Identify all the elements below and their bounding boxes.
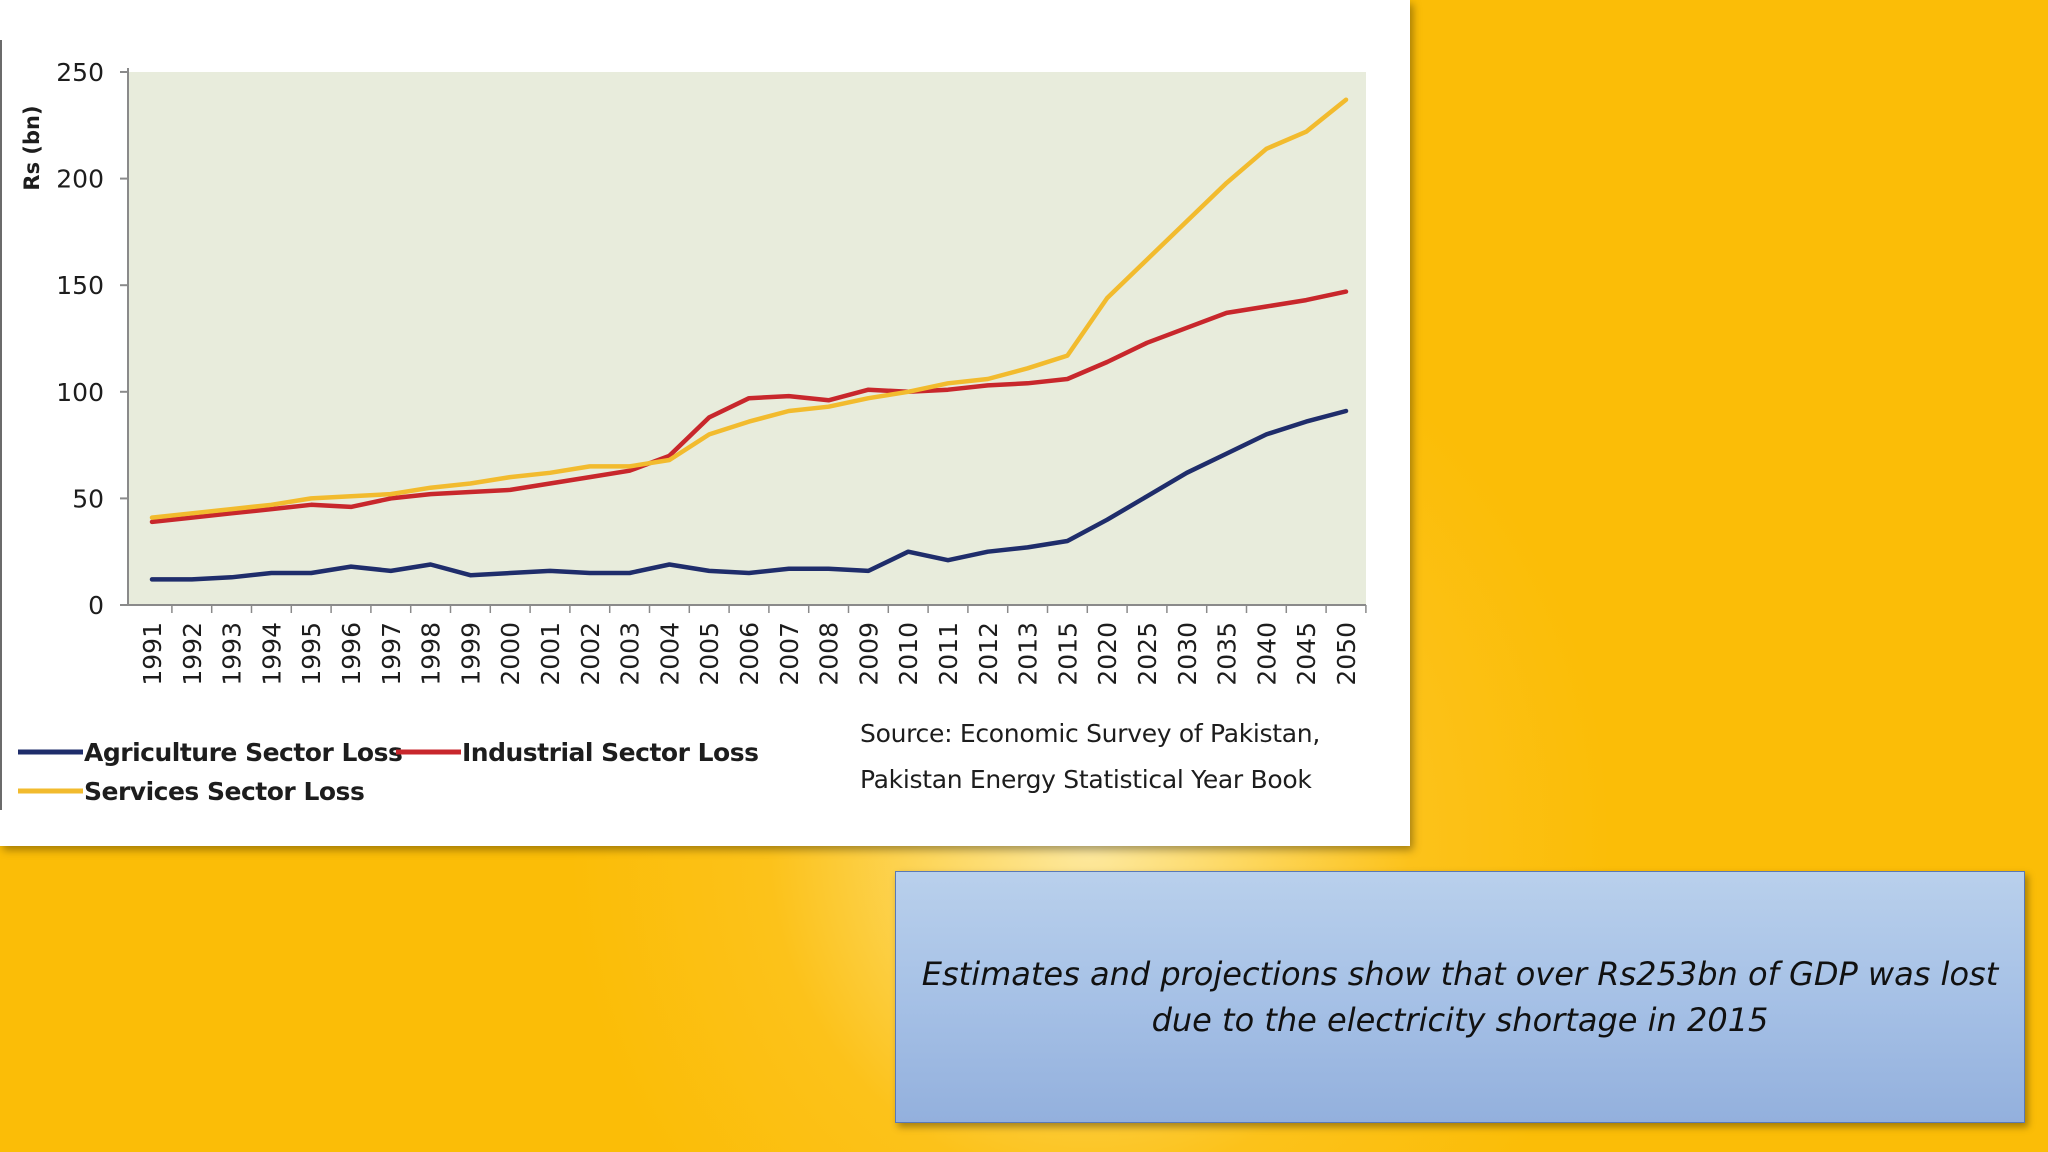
x-tick-label: 2050 [1332,622,1361,686]
x-tick-label: 2001 [536,622,565,686]
x-tick-label: 1997 [377,622,406,686]
x-tick-label: 2010 [894,622,923,686]
x-tick-label: 1998 [417,622,446,686]
line-chart: 0 50 100 150 200 250 1991 1992 1993 1994 1995 1996… [0,40,1367,810]
x-tick-label: 2002 [576,622,605,686]
legend-label: Industrial Sector Loss [462,738,758,767]
x-tick-label: 2020 [1093,622,1122,686]
legend-entry-services-sector-loss: Services Sector Loss [18,777,365,806]
plot-area [128,72,1366,605]
x-tick-label: 2009 [854,622,883,686]
x-tick-label: 1991 [138,622,167,686]
caption-text: Estimates and projections show that over… [921,955,1999,1039]
y-axis-ticks: 0 50 100 150 200 250 [56,58,128,620]
x-tick-label: 2011 [934,622,963,686]
x-tick-label: 1996 [337,622,366,686]
x-tick-label: 2025 [1133,622,1162,686]
x-tick-label: 2040 [1252,622,1281,686]
y-tick-label: 50 [72,484,104,513]
x-tick-label: 2012 [974,622,1003,686]
x-tick-label: 1994 [257,622,286,686]
x-tick-label: 1993 [218,622,247,686]
x-tick-label: 2008 [815,622,844,686]
x-tick-label: 2030 [1173,622,1202,686]
agriculture-sector-loss-line [149,408,1349,582]
legend-entry-industrial-sector-loss: Industrial Sector Loss [396,738,759,767]
series-lines [149,97,1349,582]
legend-label: Agriculture Sector Loss [84,738,402,767]
y-axis-label: Rs (bn) [20,105,44,190]
chart-card: 0 50 100 150 200 250 1991 1992 1993 1994 1995 1996… [0,40,1367,810]
axes [127,68,1366,606]
x-tick-label: 2005 [695,622,724,686]
x-tick-label: 2013 [1014,622,1043,686]
x-tick-label: 2035 [1213,622,1242,686]
caption-box: Estimates and projections show that over… [895,871,2025,1123]
legend-label: Services Sector Loss [84,777,364,806]
y-tick-label: 150 [56,271,104,300]
x-tick-label: 2015 [1053,622,1082,686]
source-line-2: Pakistan Energy Statistical Year Book [860,765,1312,794]
x-axis-ticks: 1991 1992 1993 1994 1995 1996 1997 1998 1999 2000… [138,605,1367,686]
x-tick-label: 1999 [456,622,485,686]
legend-entry-agriculture-sector-loss: Agriculture Sector Loss [18,738,403,767]
y-tick-label: 200 [56,165,104,194]
industrial-sector-loss-line [149,289,1349,525]
y-tick-label: 0 [88,591,104,620]
x-tick-label: 1995 [297,622,326,686]
x-tick-label: 2004 [655,622,684,686]
x-tick-label: 1992 [178,622,207,686]
x-tick-label: 2000 [496,622,525,686]
y-tick-label: 100 [56,378,104,407]
legend: Agriculture Sector Loss Industrial Sector… [18,738,759,806]
services-sector-loss-line [149,97,1349,520]
x-tick-label: 2045 [1292,622,1321,686]
x-tick-label: 2003 [616,622,645,686]
source-line-1: Source: Economic Survey of Pakistan, [860,719,1320,748]
x-tick-label: 2006 [735,622,764,686]
x-tick-label: 2007 [775,622,804,686]
y-tick-label: 250 [56,58,104,87]
